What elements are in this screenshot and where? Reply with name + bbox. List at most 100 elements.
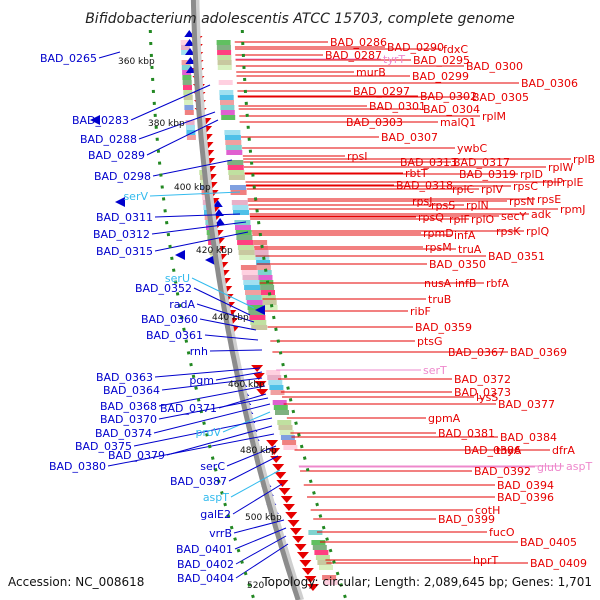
tick-label: 500 kbp — [245, 513, 282, 523]
reverse-gene-arrow — [254, 381, 267, 388]
leader-line — [228, 455, 279, 482]
leader-line — [199, 318, 257, 331]
gene-label-left: BAD_0288 — [80, 133, 137, 146]
content-band-right — [230, 185, 246, 190]
content-band-right — [231, 200, 248, 205]
gene-label-right: BAD_0392 — [474, 465, 531, 478]
content-band-left — [180, 45, 190, 50]
leader-line — [233, 519, 285, 534]
content-band-right — [268, 380, 283, 385]
gene-label-left: BAD_0312 — [93, 228, 150, 241]
gene-label-right: hprT — [473, 554, 498, 567]
gene-label-right: rpsS — [431, 199, 455, 212]
content-band-right — [228, 170, 245, 175]
content-band-right — [256, 265, 271, 270]
content-band-right — [261, 295, 276, 300]
reverse-gene-arrow — [272, 464, 285, 471]
gene-label-right: BAD_0369 — [510, 346, 567, 359]
gene-label-left: serC — [200, 460, 225, 473]
gene-label-right: BAD_0287 — [325, 49, 382, 62]
content-band-right — [248, 310, 265, 315]
gene-label-left: BAD_0371 — [160, 402, 217, 415]
content-band-right — [224, 130, 241, 135]
leader-line — [149, 191, 241, 197]
gene-label-right: rpsE — [537, 193, 561, 206]
gene-label-right: rpsJ — [412, 195, 432, 208]
content-band-right — [266, 370, 281, 375]
content-band-right — [277, 420, 292, 425]
gene-label-right: rplQ — [526, 225, 550, 238]
gene-label-right: BAD_0317 — [453, 156, 510, 169]
forward-gene-arrow — [90, 115, 100, 125]
gene-label-right: infA — [454, 229, 476, 242]
tick-label: 440 kbp — [212, 313, 249, 323]
gene-label-right: BAD_0373 — [454, 386, 511, 399]
reverse-gene-arrow — [266, 440, 279, 447]
content-band-right — [216, 40, 231, 45]
content-band-right — [283, 445, 298, 450]
content-band-right — [238, 250, 255, 255]
content-band-right — [241, 270, 258, 275]
leader-line — [151, 221, 247, 235]
reverse-gene-arrow — [280, 496, 293, 503]
content-band-right — [323, 580, 338, 585]
tick-arc-inner — [148, 29, 256, 600]
gene-label-right: BAD_0304 — [423, 103, 480, 116]
gene-label-left: BAD_0401 — [176, 543, 233, 556]
gene-label-left: galE2 — [200, 508, 231, 521]
gene-label-right: BAD_0384 — [500, 431, 557, 444]
content-band-right — [240, 265, 257, 270]
forward-gene-arrow — [255, 305, 265, 315]
gene-label-right: rpsM — [425, 241, 452, 254]
content-band-right — [272, 400, 287, 405]
gene-label-right: BAD_0318 — [396, 179, 453, 192]
content-band-right — [267, 375, 282, 380]
gene-label-right: serT — [423, 364, 447, 377]
content-band-right — [228, 175, 245, 180]
leader-line — [130, 84, 211, 121]
reverse-gene-arrow — [268, 448, 281, 455]
content-band-right — [260, 285, 275, 290]
tick-label: 360 kbp — [118, 57, 155, 67]
gene-label-left: rnh — [190, 345, 208, 358]
backbone-layer — [190, 0, 304, 600]
content-band-right — [242, 275, 259, 280]
gene-label-left: vrrB — [209, 527, 232, 540]
gene-label-right: BAD_0367 — [448, 346, 505, 359]
content-band-right — [217, 50, 232, 55]
tick-label: 480 kbp — [240, 446, 277, 456]
leader-line — [230, 469, 281, 498]
gene-label-right: rplF — [449, 213, 470, 226]
content-band-right — [251, 325, 268, 330]
content-band-right — [269, 385, 284, 390]
gene-label-right: tyrT — [383, 53, 405, 66]
content-band-right — [237, 240, 254, 245]
content-band-right — [245, 295, 262, 300]
gene-label-right: BAD_0405 — [520, 536, 577, 549]
gene-label-left: radA — [169, 298, 195, 311]
reverse-gene-arrow — [285, 512, 298, 519]
gene-label-right: lysS — [476, 391, 498, 404]
content-band-right — [312, 545, 327, 550]
forward-gene-arrow — [215, 218, 226, 225]
tick-label: 460 kbp — [228, 380, 265, 390]
forward-gene-arrow — [175, 250, 185, 260]
reverse-gene-arrow — [301, 568, 314, 575]
content-band-left — [181, 50, 191, 55]
gene-label-left: BAD_0361 — [146, 329, 203, 342]
gene-label-right: aspT — [566, 460, 592, 473]
gene-label-right: BAD_0313 — [400, 156, 457, 169]
leader-line — [234, 527, 287, 550]
content-band-right — [225, 145, 242, 150]
gene-label-right: rplP — [542, 176, 564, 189]
content-band-right — [245, 290, 261, 295]
gene-label-right: BAD_0409 — [530, 557, 587, 570]
accession-label: Accession: NC_008618 — [8, 575, 145, 589]
content-band-right — [261, 290, 275, 295]
gene-label-left: BAD_0387 — [170, 475, 227, 488]
gene-label-left: BAD_0311 — [96, 211, 153, 224]
gene-label-right: nusA — [424, 277, 452, 290]
reverse-gene-arrow — [292, 536, 305, 543]
reverse-gene-arrow — [270, 456, 283, 463]
